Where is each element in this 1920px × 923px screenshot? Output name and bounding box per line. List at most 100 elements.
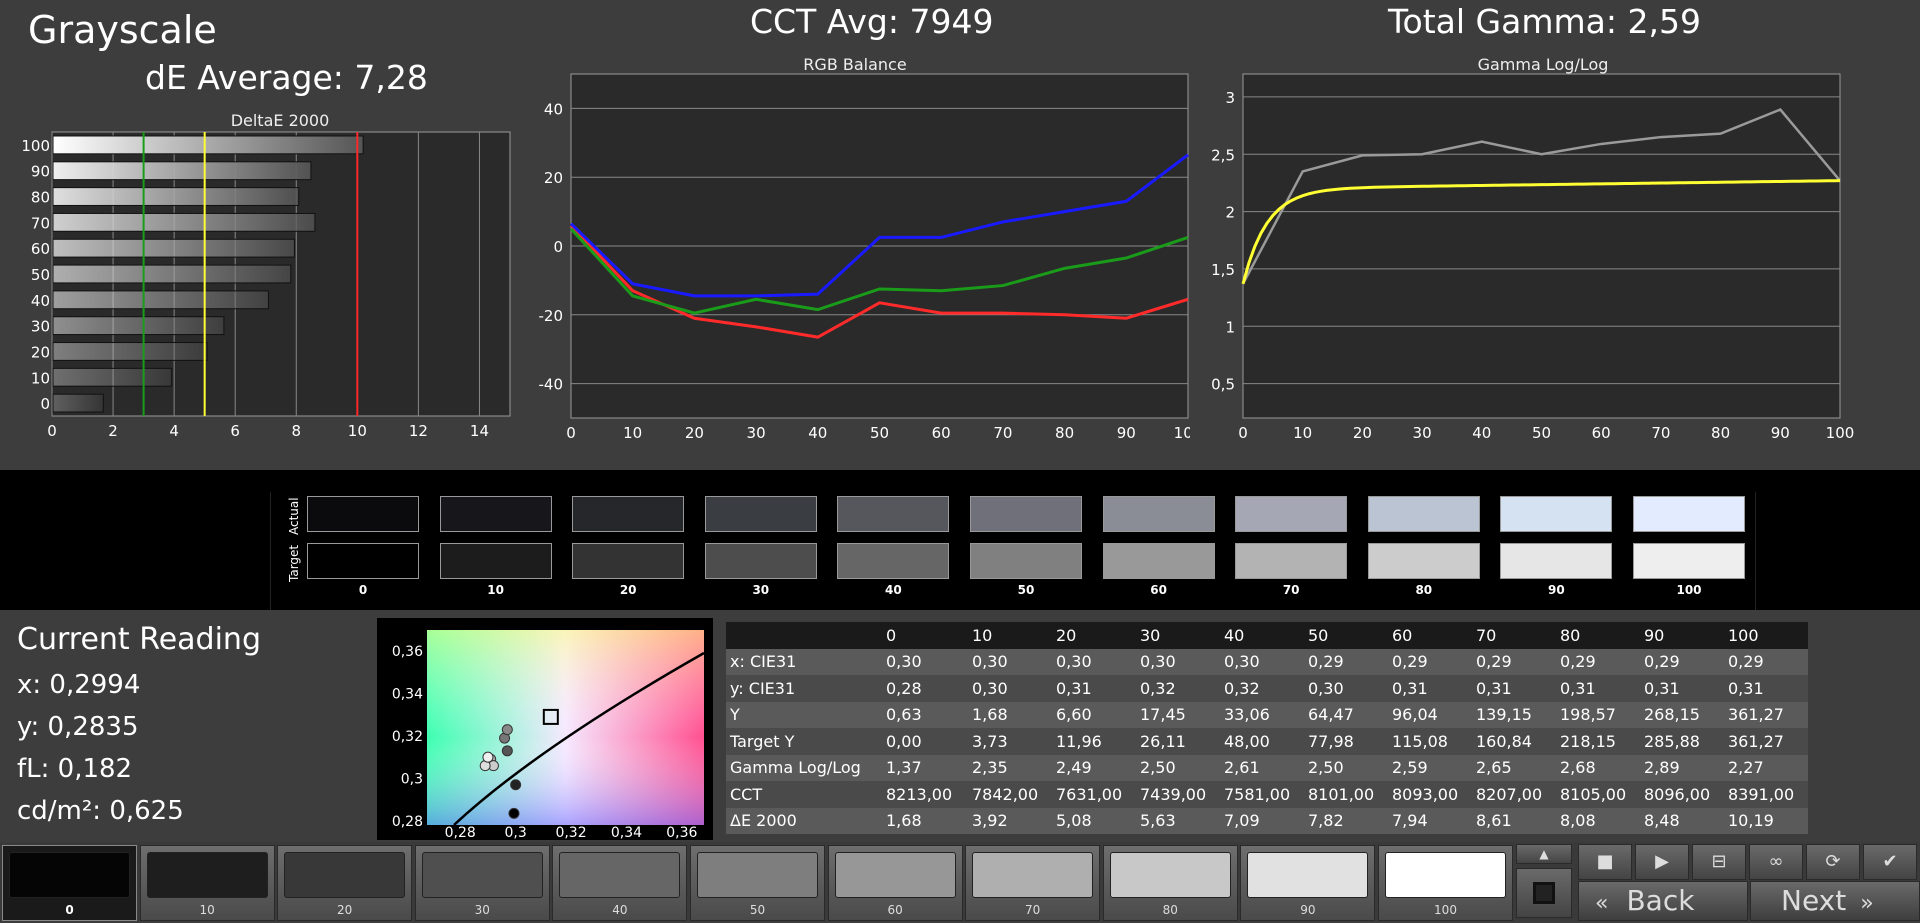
row-label: y: CIE31 bbox=[726, 675, 882, 702]
row-label: CCT bbox=[726, 781, 882, 808]
play-icon: ▶ bbox=[1655, 851, 1669, 872]
series-line-blue bbox=[569, 153, 1189, 298]
readings-table: 0 10 20 30 40 50 60 70 80 90 100 x: CIE31 0,30 0,30 0,… bbox=[726, 622, 1808, 834]
current-reading-title: Current Reading bbox=[17, 622, 261, 657]
x-tick-label: 2 bbox=[108, 422, 118, 440]
table-header-row: 0 10 20 30 40 50 60 70 80 90 100 bbox=[726, 622, 1808, 649]
gamma-chart: 3 2,5 2 1,5 1 0,5 0 10 20 30 40 50 60 70 80 90 100 bbox=[1211, 73, 1854, 442]
x-tick-label: 50 bbox=[870, 424, 889, 442]
column-header: 80 bbox=[1556, 622, 1640, 649]
column-header: 20 bbox=[1052, 622, 1136, 649]
table-cell: 0,30 bbox=[968, 675, 1052, 702]
actual-swatch bbox=[704, 496, 817, 532]
reading-y: y: 0,2835 bbox=[17, 712, 139, 742]
patch-tile[interactable]: 20 bbox=[277, 845, 413, 921]
row-label: ΔE 2000 bbox=[726, 807, 882, 834]
table-cell: 5,08 bbox=[1052, 807, 1136, 834]
table-cell: 0,31 bbox=[1388, 675, 1472, 702]
loop-button[interactable]: ∞ bbox=[1749, 844, 1803, 880]
y-tick-label: 20 bbox=[544, 169, 563, 187]
patch-tile[interactable]: 0 bbox=[2, 845, 137, 921]
patch-tile[interactable]: 40 bbox=[552, 845, 688, 921]
row-label: Target Y bbox=[726, 728, 882, 755]
patch-tile[interactable]: 100 bbox=[1378, 845, 1513, 921]
y-tick-label: 2,5 bbox=[1211, 146, 1235, 164]
table-cell: 8105,00 bbox=[1556, 781, 1640, 808]
table-cell: 8093,00 bbox=[1388, 781, 1472, 808]
table-cell: 8,48 bbox=[1640, 807, 1724, 834]
x-tick-label: 20 bbox=[1353, 424, 1372, 442]
table-cell: 0,32 bbox=[1136, 675, 1220, 702]
y-tick-label: 80 bbox=[31, 189, 50, 207]
chevron-left-icon: « bbox=[1595, 891, 1609, 916]
table-cell: 7842,00 bbox=[968, 781, 1052, 808]
stop-toggle-button[interactable] bbox=[1516, 868, 1572, 918]
reading-fl: fL: 0,182 bbox=[17, 754, 133, 784]
table-cell: 6,60 bbox=[1052, 701, 1136, 728]
actual-swatch bbox=[572, 496, 685, 532]
swatch-label: 40 bbox=[885, 583, 902, 597]
plot-area bbox=[1242, 73, 1841, 419]
target-row-label: Target bbox=[287, 544, 301, 582]
target-swatch bbox=[1500, 543, 1613, 579]
swatch-label: 0 bbox=[358, 583, 368, 597]
series-line-red bbox=[569, 224, 1189, 339]
confirm-button[interactable]: ✔ bbox=[1863, 844, 1917, 880]
table-cell: 7439,00 bbox=[1136, 781, 1220, 808]
table-cell: 7581,00 bbox=[1220, 781, 1304, 808]
patch-color bbox=[1247, 852, 1369, 898]
table-cell: 2,50 bbox=[1136, 754, 1220, 781]
table-cell: 0,63 bbox=[882, 701, 968, 728]
column-header: 40 bbox=[1220, 622, 1304, 649]
next-button[interactable]: Next » bbox=[1750, 881, 1920, 921]
table-cell: 268,15 bbox=[1640, 701, 1724, 728]
y-tick-label: 0,36 bbox=[392, 644, 423, 660]
y-tick-label: -40 bbox=[539, 376, 564, 394]
x-tick-label: 40 bbox=[1472, 424, 1491, 442]
row-label: Gamma Log/Log bbox=[726, 754, 882, 781]
de-average: dE Average: 7,28 bbox=[145, 58, 428, 97]
patch-label: 10 bbox=[199, 903, 215, 917]
table-cell: 115,08 bbox=[1388, 728, 1472, 755]
refresh-button[interactable]: ⟳ bbox=[1806, 844, 1860, 880]
column-header: 60 bbox=[1388, 622, 1472, 649]
actual-row-label: Actual bbox=[287, 497, 301, 535]
table-cell: 2,27 bbox=[1724, 754, 1808, 781]
step-button[interactable]: ⊟ bbox=[1692, 844, 1746, 880]
table-row: ΔE 2000 1,68 3,92 5,08 5,63 7,09 7,82 7,94 8,61 8… bbox=[726, 807, 1808, 834]
y-tick-label: 40 bbox=[544, 100, 563, 118]
deltae-bar bbox=[52, 264, 292, 284]
table-cell: 2,49 bbox=[1052, 754, 1136, 781]
step-icon: ⊟ bbox=[1711, 851, 1727, 872]
patch-tile[interactable]: 80 bbox=[1102, 845, 1238, 921]
x-tick-label: 30 bbox=[747, 424, 766, 442]
deltae-bar bbox=[52, 161, 312, 181]
y-tick-label: 30 bbox=[31, 318, 50, 336]
back-button[interactable]: « Back bbox=[1578, 881, 1748, 921]
table-cell: 361,27 bbox=[1724, 728, 1808, 755]
table-cell: 160,84 bbox=[1472, 728, 1556, 755]
x-tick-label: 0,32 bbox=[555, 825, 586, 840]
table-cell: 2,65 bbox=[1472, 754, 1556, 781]
gamma-chart-title: Gamma Log/Log bbox=[1477, 55, 1609, 74]
table-cell: 33,06 bbox=[1220, 701, 1304, 728]
patch-tile[interactable]: 90 bbox=[1240, 845, 1376, 921]
play-button[interactable]: ▶ bbox=[1635, 844, 1689, 880]
table-cell: 8101,00 bbox=[1304, 781, 1388, 808]
patch-tile[interactable]: 10 bbox=[139, 845, 275, 921]
table-cell: 8096,00 bbox=[1640, 781, 1724, 808]
stop-button[interactable]: ■ bbox=[1578, 844, 1632, 880]
patch-tile[interactable]: 70 bbox=[965, 845, 1101, 921]
y-tick-label: -20 bbox=[539, 307, 564, 325]
target-swatch bbox=[439, 543, 552, 579]
scroll-up-button[interactable]: ▲ bbox=[1516, 844, 1572, 864]
x-tick-label: 80 bbox=[1711, 424, 1730, 442]
patch-tile[interactable]: 30 bbox=[414, 845, 550, 921]
table-cell: 0,29 bbox=[1640, 648, 1724, 675]
target-swatch bbox=[1235, 543, 1348, 579]
table-cell: 0,29 bbox=[1388, 648, 1472, 675]
patch-label: 40 bbox=[612, 903, 628, 917]
table-cell: 7,82 bbox=[1304, 807, 1388, 834]
patch-tile[interactable]: 60 bbox=[827, 845, 963, 921]
patch-tile[interactable]: 50 bbox=[690, 845, 825, 921]
